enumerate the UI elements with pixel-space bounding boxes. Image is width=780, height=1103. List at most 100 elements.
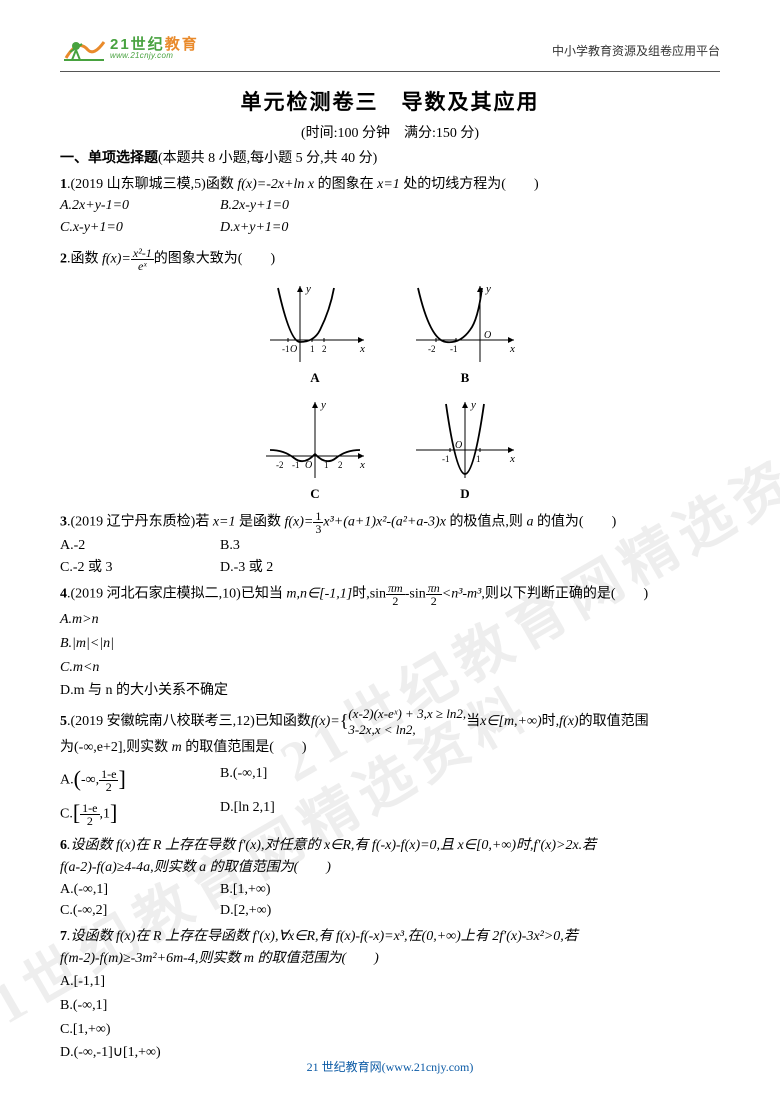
svg-text:2: 2	[322, 344, 327, 354]
q6-options-row2: C.(-∞,2] D.[2,+∞)	[60, 900, 720, 922]
q6-C: C.(-∞,2]	[60, 900, 220, 922]
q6-A: A.(-∞,1]	[60, 879, 220, 901]
svg-text:1: 1	[476, 454, 481, 464]
logo-icon	[60, 28, 108, 69]
svg-text:x: x	[509, 343, 515, 355]
q3-mid: 是函数	[236, 515, 285, 530]
q5-xin: x∈[m,+∞)	[480, 714, 542, 729]
q3-num: 3	[60, 515, 67, 530]
svg-text:O: O	[305, 460, 312, 471]
figure-C-label: C	[260, 484, 370, 504]
section-heading: 一、单项选择题	[60, 151, 158, 166]
q7-num: 7	[60, 929, 67, 944]
q4-f2d: 2	[426, 595, 442, 607]
q4-C: C.m<n	[60, 657, 720, 679]
q5-p1: (x-2)(x-eˣ) + 3,x ≥ ln2,	[348, 706, 466, 721]
q5-p2: 3-2x,x < ln2,	[348, 722, 415, 737]
question-3: 3.(2019 辽宁丹东质检)若 x=1 是函数 f(x)=13x³+(a+1)…	[60, 510, 720, 535]
q4-options: A.m>n B.|m|<|n| C.m<n D.m 与 n 的大小关系不确定	[60, 609, 720, 702]
q3-fxl: f(x)=	[285, 515, 314, 530]
q3-D: D.-3 或 2	[220, 557, 380, 579]
svg-text:y: y	[320, 399, 326, 411]
q5-C-post: ,1	[100, 806, 111, 821]
q5-A-pre: A.	[60, 772, 74, 787]
page-subtitle: (时间:100 分钟 满分:150 分)	[60, 122, 720, 142]
q1-t1: .(2019 山东聊城三模,5)函数	[67, 177, 237, 192]
figure-D: x y O -11 D	[410, 396, 520, 504]
figure-A: x y O -112 A	[260, 280, 370, 388]
q4-lt: <n³-m³	[442, 587, 482, 602]
figure-D-label: D	[410, 484, 520, 504]
q5-num: 5	[60, 714, 67, 729]
figure-B-label: B	[410, 368, 520, 388]
question-2: 2.函数 f(x)=x²-1eˣ的图象大致为( )	[60, 247, 720, 272]
q3-options-row2: C.-2 或 3 D.-3 或 2	[60, 557, 720, 579]
q4-post: ,则以下判断正确的是( )	[481, 587, 648, 602]
q3-A: A.-2	[60, 535, 220, 557]
q5-l2b: 的取值范围是( )	[182, 740, 307, 755]
svg-text:-1: -1	[450, 344, 458, 354]
q7-D: D.(-∞,-1]∪[1,+∞)	[60, 1042, 720, 1064]
q2-frac-n: x²-1	[131, 247, 154, 260]
q7-A: A.[-1,1]	[60, 971, 720, 993]
q6-B: B.[1,+∞)	[220, 879, 380, 901]
q3-pre: .(2019 辽宁丹东质检)若	[67, 515, 213, 530]
q1-t2: 的图象在	[314, 177, 377, 192]
question-1: 1.(2019 山东聊城三模,5)函数 f(x)=-2x+ln x 的图象在 x…	[60, 174, 720, 196]
q5-A-fd: 2	[99, 781, 118, 793]
q4-mid: 时,sin	[352, 587, 386, 602]
svg-text:x: x	[509, 453, 515, 465]
q1-D: D.x+y+1=0	[220, 217, 380, 239]
q1-x1: x=1	[377, 177, 400, 192]
q1-fx: f(x)=-2x+ln x	[237, 177, 314, 192]
q1-options-row2: C.x-y+1=0 D.x+y+1=0	[60, 217, 720, 239]
q1-num: 1	[60, 177, 67, 192]
figure-row-2: x y O -2-112 C x y O -11	[60, 396, 720, 504]
q5-mid3: 的取值范围	[579, 714, 649, 729]
logo-text: 21世纪教育 www.21cnjy.com	[110, 37, 199, 60]
figure-C: x y O -2-112 C	[260, 396, 370, 504]
q3-options-row1: A.-2 B.3	[60, 535, 720, 557]
section-1: 一、单项选择题(本题共 8 小题,每小题 5 分,共 40 分) 1.(2019…	[60, 148, 720, 1064]
q4-D: D.m 与 n 的大小关系不确定	[60, 680, 720, 702]
svg-text:y: y	[305, 283, 311, 295]
q1-t3: 处的切线方程为( )	[400, 177, 539, 192]
logo-en: www.21cnjy.com	[110, 52, 199, 60]
svg-text:-2: -2	[276, 460, 284, 470]
q5-C-fn: 1-e	[80, 802, 99, 815]
svg-text:y: y	[470, 399, 476, 411]
q7-options: A.[-1,1] B.(-∞,1] C.[1,+∞) D.(-∞,-1]∪[1,…	[60, 971, 720, 1064]
q3-frac-d: 3	[313, 523, 323, 535]
q4-mn: m,n∈[-1,1]	[286, 587, 352, 602]
q6-D: D.[2,+∞)	[220, 900, 380, 922]
svg-text:x: x	[359, 459, 365, 471]
q3-rest: x³+(a+1)x²-(a²+a-3)x	[323, 515, 446, 530]
page-content: 21世纪教育 www.21cnjy.com 中小学教育资源及组卷应用平台 单元检…	[0, 0, 780, 1064]
q6-l2: f(a-2)-f(a)≥4-4a,则实数 a 的取值范围为( )	[60, 857, 720, 879]
q1-C: C.x-y+1=0	[60, 217, 220, 239]
q2-frac-d: eˣ	[131, 260, 154, 272]
q5-D: D.[ln 2,1]	[220, 797, 380, 831]
figure-A-label: A	[260, 368, 370, 388]
q2-pre: .函数	[67, 251, 102, 266]
question-7: 7.设函数 f(x)在 R 上存在导函数 f′(x),∀x∈R,有 f(x)-f…	[60, 926, 720, 948]
svg-text:1: 1	[310, 344, 315, 354]
q5-line2: 为(-∞,e+2],则实数 m 的取值范围是( )	[60, 737, 720, 759]
question-4: 4.(2019 河北石家庄模拟二,10)已知当 m,n∈[-1,1]时,sinπ…	[60, 582, 720, 607]
q5-l2a: 为(-∞,e+2],则实数	[60, 740, 172, 755]
q3-C: C.-2 或 3	[60, 557, 220, 579]
q3-tail: 的值为( )	[533, 515, 616, 530]
q3-x1: x=1	[213, 515, 236, 530]
q5-options-row2: C.[1-e2,1] D.[ln 2,1]	[60, 797, 720, 831]
q5-fx: f(x)=	[311, 714, 340, 729]
q3-B: B.3	[220, 535, 380, 557]
svg-text:O: O	[484, 330, 491, 341]
q4-B: B.|m|<|n|	[60, 633, 720, 655]
q5-mid: 当	[466, 714, 480, 729]
question-5: 5.(2019 安徽皖南八校联考三,12)已知函数f(x)={(x-2)(x-e…	[60, 706, 720, 737]
q5-C-pre: C.	[60, 806, 73, 821]
header-rule	[60, 71, 720, 72]
q5-A-in: -∞,	[81, 772, 99, 787]
q5-fxr: f(x)	[559, 714, 578, 729]
figure-row-1: x y O -112 A x y O -2-1	[60, 280, 720, 388]
